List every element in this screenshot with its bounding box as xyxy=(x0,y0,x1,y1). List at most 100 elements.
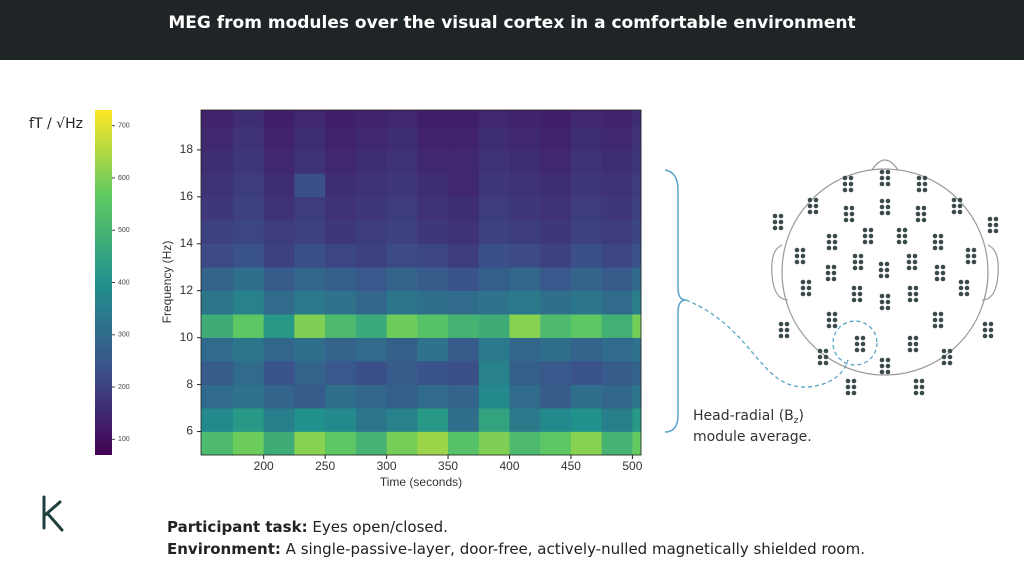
sensor-dot xyxy=(862,233,868,239)
sensor-dot xyxy=(951,209,957,215)
heatmap-cell xyxy=(601,110,633,127)
heatmap-cell xyxy=(540,243,572,268)
heatmap-cell xyxy=(540,361,572,385)
heatmap-cell xyxy=(448,173,480,198)
sensor-dot xyxy=(807,197,813,203)
heatmap-cell xyxy=(263,290,295,315)
sensor-dot xyxy=(934,264,940,270)
sensor-dot xyxy=(778,225,784,231)
heatmap-cell xyxy=(632,314,642,338)
heatmap-cell xyxy=(325,361,357,385)
sensor-dot xyxy=(971,259,977,265)
sensor-dot xyxy=(842,181,848,187)
heatmap-cell xyxy=(601,243,633,268)
heatmap-cell xyxy=(201,196,234,221)
heatmap-cell xyxy=(601,337,633,362)
heatmap-cell xyxy=(601,290,633,315)
sensor-dot xyxy=(919,390,925,396)
heatmap-cell xyxy=(355,173,387,198)
sensor-dot xyxy=(832,239,838,245)
sensor-dot xyxy=(826,245,832,251)
heatmap-cell xyxy=(294,408,326,432)
sensor-dot xyxy=(934,270,940,276)
sensor-dot xyxy=(934,276,940,282)
heatmap-cell xyxy=(294,314,326,338)
sensor-dot xyxy=(851,384,857,390)
heatmap-cell xyxy=(632,173,642,198)
plot-frame xyxy=(200,109,642,456)
sensor-dot xyxy=(919,378,925,384)
sensor-dot xyxy=(907,347,913,353)
heatmap-cell xyxy=(632,196,642,221)
sensor-dot xyxy=(919,384,925,390)
x-axis-label: Time (seconds) xyxy=(380,475,462,489)
heatmap-cell xyxy=(570,384,602,409)
heatmap-cell xyxy=(325,408,357,432)
sensor-dot xyxy=(778,213,784,219)
sensor-dot xyxy=(845,384,851,390)
sensor-dot xyxy=(806,279,812,285)
heatmap-cell xyxy=(355,110,387,127)
heatmap-cell xyxy=(448,384,480,409)
heatmap-cell xyxy=(448,126,480,151)
heatmap-cell xyxy=(509,267,541,292)
header-bar xyxy=(0,0,1024,60)
heatmap-cell xyxy=(263,314,295,338)
heatmap-cell xyxy=(632,431,642,456)
sensor-dot xyxy=(784,321,790,327)
heatmap-cell xyxy=(632,337,642,362)
heatmap-cell xyxy=(386,384,418,409)
sensor-dot xyxy=(885,363,891,369)
sensor-dot xyxy=(800,279,806,285)
heatmap-cell xyxy=(570,110,602,127)
sensor-dot xyxy=(964,285,970,291)
heatmap-cell xyxy=(232,173,264,198)
right-ear xyxy=(981,244,999,301)
sensor-dot xyxy=(845,390,851,396)
heatmap-cell xyxy=(263,267,295,292)
sensor-dot xyxy=(982,327,988,333)
heatmap-cell xyxy=(478,149,510,174)
heatmap-cell xyxy=(509,314,541,338)
heatmap-cell xyxy=(478,126,510,151)
sensor-dot xyxy=(902,233,908,239)
heatmap-cell xyxy=(540,408,572,432)
sensor-dot xyxy=(913,378,919,384)
y-tick-label: 12 xyxy=(180,283,194,297)
sensor-dot xyxy=(772,219,778,225)
heatmap-cell xyxy=(417,408,449,432)
sensor-dot xyxy=(778,333,784,339)
sensor-dot xyxy=(982,321,988,327)
sensor-dot xyxy=(913,297,919,303)
sensor-dot xyxy=(778,327,784,333)
sensor-dot xyxy=(938,233,944,239)
sensor-dot xyxy=(971,253,977,259)
sensor-dot xyxy=(912,259,918,265)
heatmap-cell xyxy=(540,337,572,362)
heatmap-cell xyxy=(540,267,572,292)
sensor-dot xyxy=(851,297,857,303)
x-tick-label: 450 xyxy=(561,459,581,473)
heatmap-cell xyxy=(201,290,234,315)
heatmap-cell xyxy=(478,220,510,245)
sensor-dot xyxy=(993,228,999,234)
heatmap-cell xyxy=(386,220,418,245)
sensor-dot xyxy=(921,217,927,223)
sensor-dot xyxy=(879,181,885,187)
heatmap-cell xyxy=(570,196,602,221)
sensor-dot xyxy=(921,205,927,211)
heatmap-cell xyxy=(632,243,642,268)
heatmap-cell xyxy=(325,314,357,338)
heatmap-cell xyxy=(325,110,357,127)
heatmap-cell xyxy=(201,149,234,174)
sensor-dot xyxy=(849,205,855,211)
heatmap-cell xyxy=(294,337,326,362)
heatmap-cell xyxy=(540,149,572,174)
heatmap xyxy=(201,110,642,456)
sensor-dot xyxy=(913,341,919,347)
sensor-dot xyxy=(885,175,891,181)
heatmap-cell xyxy=(417,337,449,362)
heatmap-cell xyxy=(232,384,264,409)
sensor-dot xyxy=(987,222,993,228)
sensor-dot xyxy=(868,227,874,233)
